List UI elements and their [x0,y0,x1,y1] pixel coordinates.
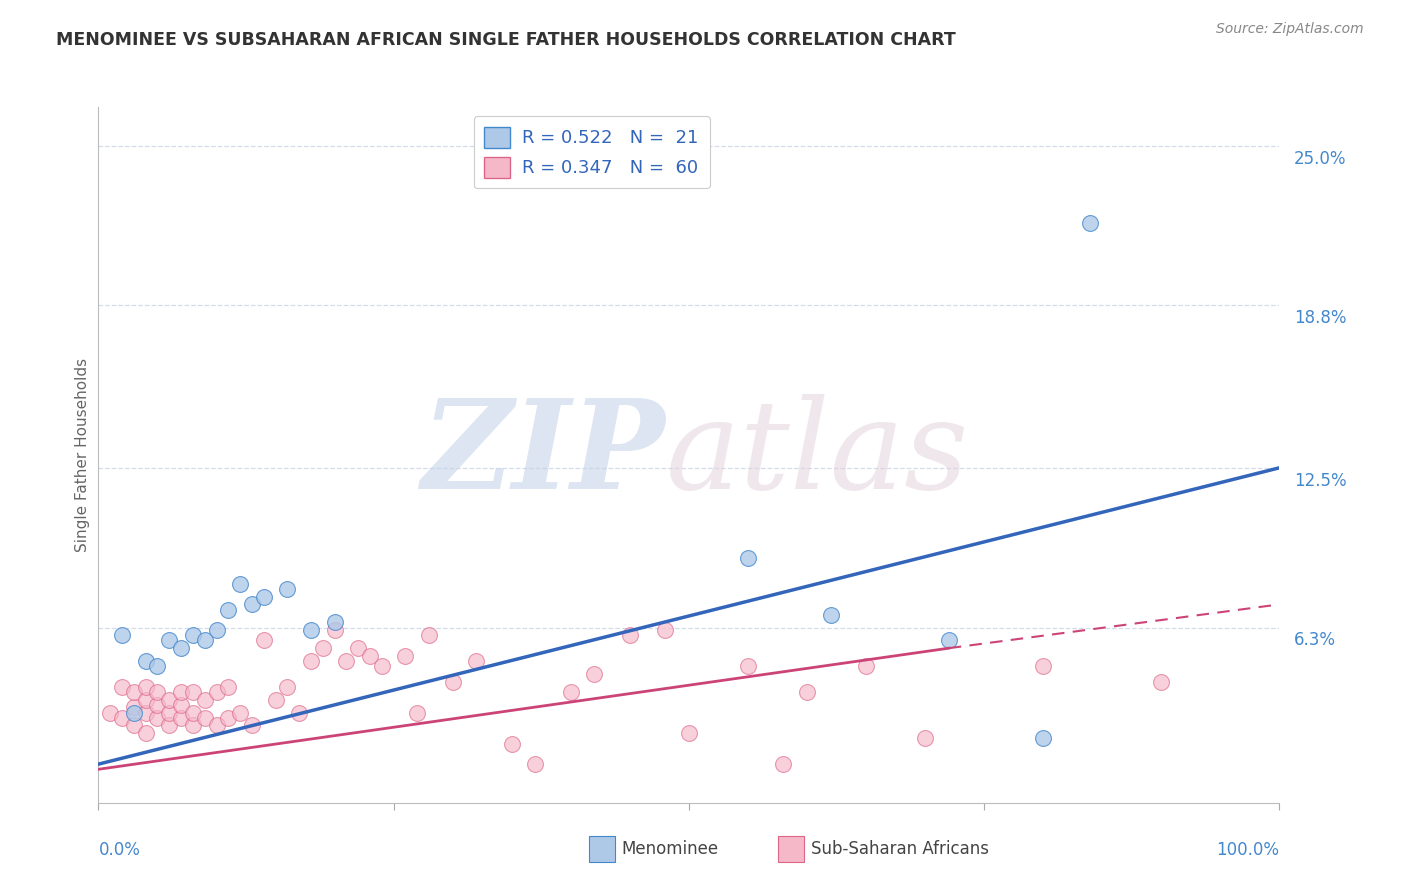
Point [205,623,228,637]
Point [406,706,429,720]
Point [1080,216,1102,230]
Text: Source: ZipAtlas.com: Source: ZipAtlas.com [1216,22,1364,37]
Point [146,659,169,673]
Point [335,654,357,668]
Point [181,706,204,720]
Point [135,680,157,694]
Point [135,726,157,740]
Point [217,602,239,616]
Point [122,718,145,732]
Point [157,718,180,732]
Point [111,628,134,642]
Text: 12.5%: 12.5% [1294,472,1347,490]
Point [229,576,252,591]
Point [170,641,193,656]
Point [146,685,169,699]
Point [229,706,252,720]
Point [312,641,335,656]
Point [347,641,370,656]
Point [288,706,311,720]
Point [441,674,464,689]
Bar [589,836,614,862]
Point [240,718,263,732]
Point [1150,674,1173,689]
Point [146,711,169,725]
Point [253,590,276,604]
Point [394,648,416,663]
Point [654,623,676,637]
Text: Menominee: Menominee [621,840,718,858]
Point [157,706,180,720]
Point [938,633,960,648]
Point [264,692,287,706]
Text: 0.0%: 0.0% [98,841,141,859]
Point [205,685,228,699]
Point [170,685,193,699]
Text: ZIP: ZIP [422,394,665,516]
Point [157,692,180,706]
Point [157,633,180,648]
Point [855,659,877,673]
Point [181,718,204,732]
Point [323,623,346,637]
Point [371,659,394,673]
Point [359,648,381,663]
Point [194,692,217,706]
Y-axis label: Single Father Households: Single Father Households [75,358,90,552]
Point [181,628,204,642]
Point [678,726,700,740]
Point [276,582,298,596]
Point [1032,659,1054,673]
Point [418,628,440,642]
Point [820,607,842,622]
Point [170,711,193,725]
Text: atlas: atlas [665,394,969,516]
Point [501,737,523,751]
Text: 25.0%: 25.0% [1294,150,1346,168]
Point [1032,731,1054,746]
Point [217,680,239,694]
Point [619,628,641,642]
Point [772,757,794,772]
Point [253,633,276,648]
Text: 100.0%: 100.0% [1216,841,1279,859]
Point [205,718,228,732]
Text: Sub-Saharan Africans: Sub-Saharan Africans [811,840,988,858]
Point [122,706,145,720]
Point [240,598,263,612]
Point [299,654,322,668]
Point [122,685,145,699]
Point [583,667,606,681]
Point [299,623,322,637]
Point [135,692,157,706]
Point [146,698,169,712]
Point [98,706,121,720]
Point [217,711,239,725]
Point [323,615,346,630]
Point [170,698,193,712]
Point [737,659,759,673]
Point [524,757,547,772]
Point [122,700,145,714]
Bar [778,836,803,862]
Point [560,685,582,699]
Point [796,685,818,699]
Point [914,731,936,746]
Point [737,551,759,566]
Point [111,711,134,725]
Point [465,654,488,668]
Point [194,711,217,725]
Point [194,633,217,648]
Point [135,706,157,720]
Text: MENOMINEE VS SUBSAHARAN AFRICAN SINGLE FATHER HOUSEHOLDS CORRELATION CHART: MENOMINEE VS SUBSAHARAN AFRICAN SINGLE F… [56,31,956,49]
Text: 6.3%: 6.3% [1294,632,1336,649]
Text: 18.8%: 18.8% [1294,310,1346,327]
Legend: R = 0.522   N =  21, R = 0.347   N =  60: R = 0.522 N = 21, R = 0.347 N = 60 [474,116,710,188]
Point [135,654,157,668]
Point [111,680,134,694]
Point [276,680,298,694]
Point [181,685,204,699]
